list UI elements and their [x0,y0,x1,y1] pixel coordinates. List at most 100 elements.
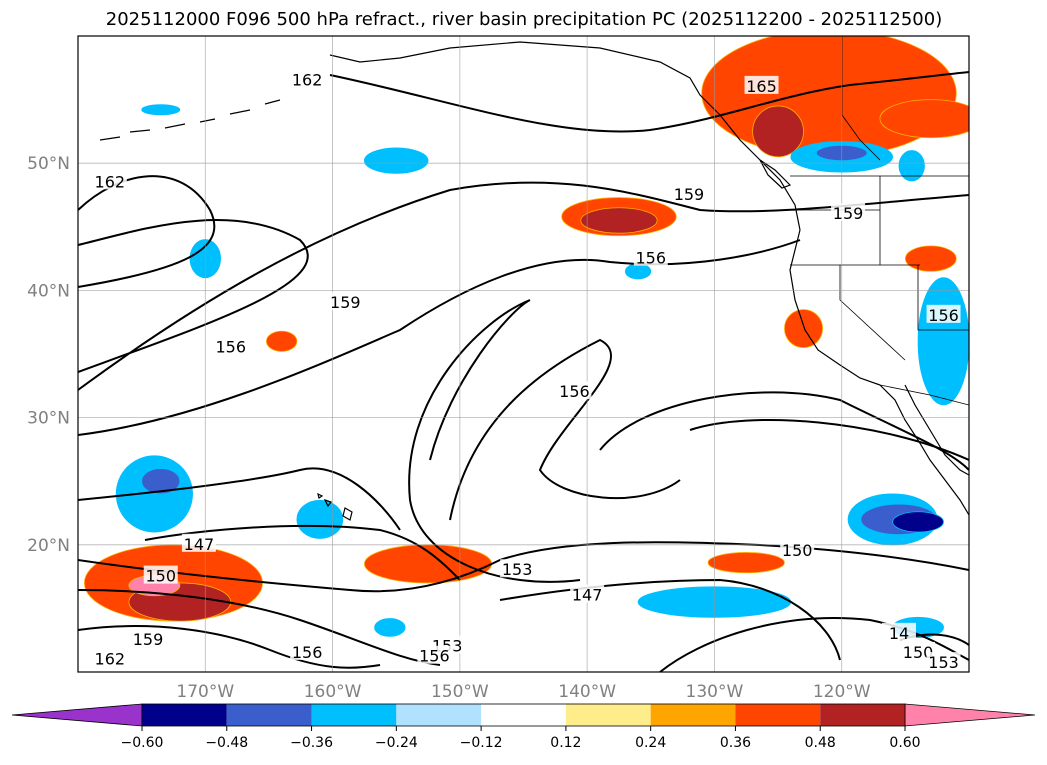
contour-line [78,239,801,436]
colorbar-tick-label: −0.24 [375,735,418,751]
contour-label-bg [570,584,605,603]
colorbar-segment [650,704,736,726]
contour-label-bg [417,645,452,664]
contour-label: 156 [292,643,323,662]
contour-label: 147 [184,535,215,554]
contour-label-bg [131,629,166,648]
colorbar-tick-label: −0.12 [460,735,503,751]
contour-label: 159 [674,185,705,204]
precip-area [917,277,969,406]
precip-area [363,147,429,174]
chart-title: 2025112000 F096 500 hPa refract., river … [106,9,942,30]
contour-label-bg [926,304,961,323]
contour-label: 156 [419,647,450,666]
colorbar-tick-label: 0.60 [889,735,920,751]
contour-label: 156 [559,382,590,401]
contour-label-bg [633,247,668,266]
colorbar-segment [396,704,482,726]
contour-label-bg [557,381,592,400]
contour-label: 156 [636,249,667,268]
precip-area [904,245,957,272]
contour-label: 159 [133,630,164,649]
contour-label-bg [328,292,363,311]
contour-line [144,524,461,581]
alaska-coastline [329,41,801,231]
precip-area [374,618,406,637]
hawaii-islands [317,492,353,521]
contour-label: 162 [95,649,126,668]
contour-line [78,589,441,666]
colorbar-segment [735,704,821,726]
precip-area [879,99,969,139]
contour-label: 159 [330,293,361,312]
arizona-border [917,265,969,331]
precip-area [141,104,181,116]
contour-label-bg [780,540,815,559]
colorbar-segment [311,704,397,726]
precip-area [701,36,957,158]
contour-label: 156 [215,338,246,357]
contour-label: 165 [746,77,777,96]
contour-line [78,625,381,669]
colorbar: −0.60 −0.48 −0.36 −0.24 −0.12 0.12 0.24 0.36 0.4… [11,703,1036,751]
axis-tick-labels: 170°W 160°W 150°W 140°W 130°W 120°W 20°N 30°N 40… [27,154,871,702]
contour-line [78,181,969,391]
contour-line [329,71,969,133]
precip-area [141,468,181,495]
colorbar-segment [226,704,312,726]
precipitation-fill-layer [83,36,969,639]
contour-line [78,467,401,531]
contour-line [408,299,581,583]
colorbar-tick-label: −0.60 [121,735,164,751]
colorbar-tick-label: 0.24 [635,735,666,751]
precip-area [265,330,298,352]
precip-area [752,105,804,158]
map-gridlines [78,36,969,672]
colorbar-segment [820,704,905,726]
contour-label: 150 [145,567,176,586]
colorbar-tick-label: −0.48 [205,735,248,751]
lat-tick-label: 30°N [27,409,70,429]
coastline-layer [99,41,969,521]
baja-east-coastline [904,384,969,476]
nevada-border [839,265,906,361]
precip-area [296,499,344,539]
contour-label-bg [290,69,325,88]
lon-tick-label: 120°W [813,682,871,702]
contour-label: 162 [292,71,323,90]
contour-line [689,419,969,461]
west-coast-usa [789,229,881,386]
aleutian-islands [99,99,281,141]
colorbar-tick-label: 0.12 [550,735,581,751]
precip-area [707,552,785,574]
contour-label-bg [92,171,127,190]
colorbar-segment [142,704,227,726]
contour-label-bg [500,559,535,578]
contour-label-bg [92,648,127,667]
contour-label: 150 [782,541,813,560]
contour-label-bg [744,75,779,94]
colorbar-extend-high [904,703,1036,727]
contour-label: 147 [572,586,603,605]
precip-area [784,309,824,349]
contour-label-bg [213,336,248,355]
contour-label-bg [290,641,325,660]
colorbar-segment [481,704,566,726]
contour-label-bg [881,622,916,641]
colorbar-tick-label: −0.36 [290,735,333,751]
contour-line [659,617,969,672]
precip-area [892,511,944,533]
contour-line [449,338,681,521]
contour-line [499,578,841,661]
vancouver-island [759,159,792,189]
us-mexico-border [879,384,969,406]
lon-tick-label: 160°W [304,682,362,702]
lon-tick-label: 170°W [176,682,234,702]
contour-label: 159 [833,204,864,223]
lat-tick-label: 50°N [27,154,70,174]
contour-label: 162 [95,172,126,191]
contour-label-bg [143,565,178,584]
precip-area [898,150,925,182]
lon-tick-label: 140°W [558,682,616,702]
lon-tick-label: 130°W [686,682,744,702]
